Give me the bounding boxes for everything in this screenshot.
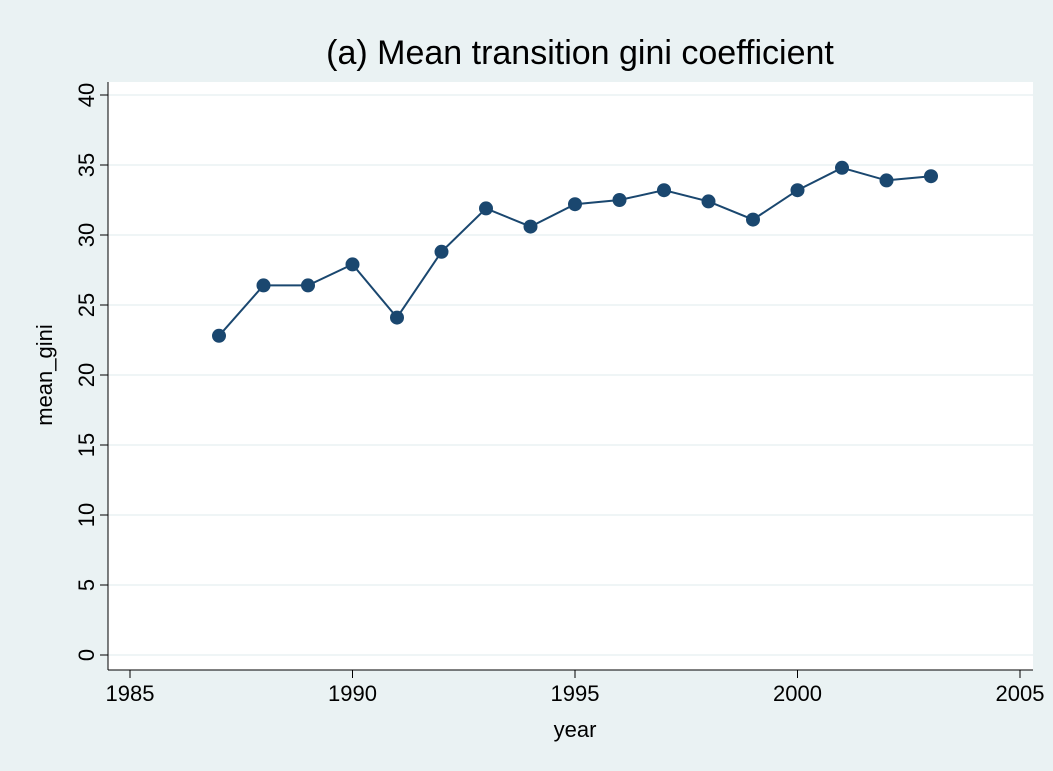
data-point	[523, 219, 538, 234]
data-point	[657, 183, 671, 198]
y-tick-label: 35	[74, 153, 99, 177]
x-tick-label: 2000	[773, 681, 822, 706]
data-point	[390, 310, 404, 325]
data-point	[345, 257, 360, 272]
y-tick-label: 5	[74, 579, 99, 591]
plot-area	[108, 82, 1033, 670]
data-point	[256, 278, 271, 293]
data-point	[612, 193, 627, 207]
x-tick-label: 2005	[996, 681, 1045, 706]
data-point	[568, 197, 582, 212]
data-point	[790, 183, 805, 198]
x-tick-label: 1995	[551, 681, 600, 706]
y-tick-label: 0	[74, 649, 99, 661]
data-point	[835, 160, 849, 175]
y-tick-label: 25	[74, 293, 99, 317]
chart-title: (a) Mean transition gini coefficient	[326, 34, 834, 72]
data-point	[434, 244, 449, 259]
y-tick-label: 30	[74, 223, 99, 247]
y-tick-label: 40	[74, 83, 99, 107]
data-point	[746, 212, 760, 227]
y-tick-label: 20	[74, 363, 99, 387]
y-tick-label: 15	[74, 433, 99, 457]
data-point	[879, 173, 894, 188]
data-point	[479, 201, 493, 216]
y-axis-label: mean_gini	[32, 324, 57, 426]
x-axis-label: year	[554, 717, 597, 742]
y-tick-label: 10	[74, 503, 99, 527]
x-tick-label: 1990	[328, 681, 377, 706]
x-tick-label: 1985	[106, 681, 155, 706]
data-point	[924, 169, 938, 184]
data-point	[701, 194, 716, 209]
data-point	[212, 328, 226, 343]
data-point	[301, 278, 315, 293]
